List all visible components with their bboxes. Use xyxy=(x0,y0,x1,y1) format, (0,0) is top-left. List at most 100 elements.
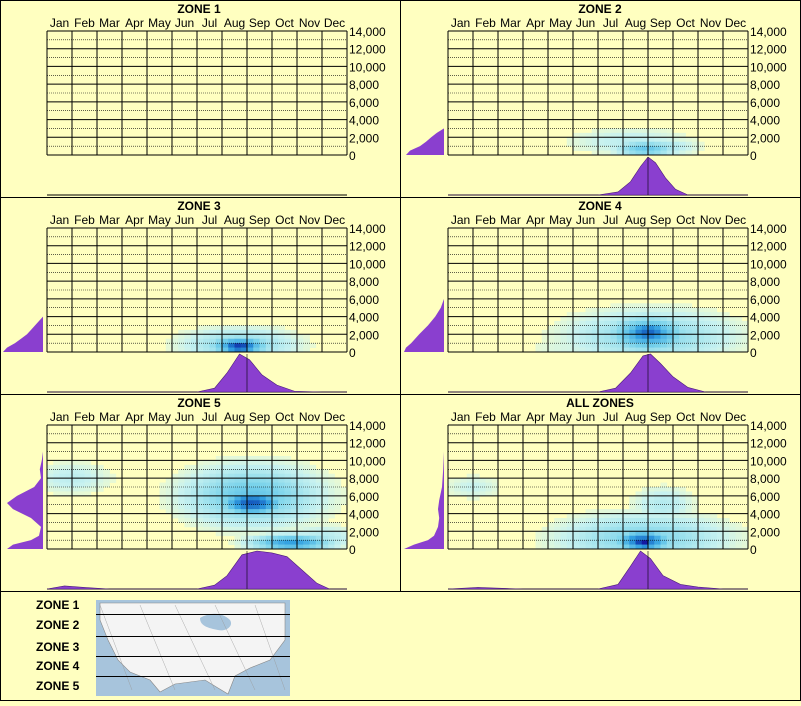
heatmap-cell xyxy=(660,334,668,340)
heatmap-cell xyxy=(591,509,599,514)
heatmap-cell xyxy=(240,495,248,501)
heatmap-cell xyxy=(735,338,743,344)
heatmap-cell xyxy=(328,478,335,483)
heatmap-cell xyxy=(253,531,260,537)
heatmap-cell xyxy=(704,535,711,541)
heatmap-cell xyxy=(47,473,54,479)
heatmap-cell xyxy=(209,487,217,492)
heatmap-cell xyxy=(641,329,649,335)
heatmap-cell xyxy=(253,325,260,331)
heatmap-cell xyxy=(535,544,543,549)
heatmap-cell xyxy=(340,500,347,506)
heatmap-cell xyxy=(215,491,223,497)
zone-map xyxy=(96,600,290,696)
heatmap-cell xyxy=(197,478,204,483)
heatmap-cell xyxy=(240,456,248,461)
heatmap-cell xyxy=(265,347,273,352)
heatmap-cell xyxy=(573,146,580,151)
heatmap-cell xyxy=(203,495,210,501)
heatmap-cell xyxy=(604,531,611,537)
heatmap-cell xyxy=(623,303,630,309)
heatmap-cell xyxy=(259,500,267,506)
heatmap-cell xyxy=(654,343,661,348)
heatmap-cell xyxy=(272,473,279,479)
heatmap-cell xyxy=(159,495,167,501)
panel-title: ZONE 3 xyxy=(177,199,221,213)
heatmap-cell xyxy=(548,535,555,541)
heatmap-cell xyxy=(265,482,273,488)
heatmap-cell xyxy=(209,347,217,352)
heatmap-cell xyxy=(240,347,248,352)
heatmap-cell xyxy=(303,509,310,514)
heatmap-cell xyxy=(610,316,618,322)
heatmap-cell xyxy=(691,522,699,528)
heatmap-cell xyxy=(228,343,235,348)
heatmap-cell xyxy=(585,522,593,528)
heatmap-cell xyxy=(623,312,630,317)
heatmap-cell xyxy=(253,334,260,340)
heatmap-cell xyxy=(604,334,611,340)
heatmap-cell xyxy=(178,478,185,483)
heatmap-cell xyxy=(723,540,730,545)
heatmap-cell xyxy=(479,478,486,483)
elevation-tick-label: 8,000 xyxy=(750,472,780,486)
heatmap-cell xyxy=(265,460,273,466)
heatmap-cell xyxy=(698,146,705,151)
heatmap-cell xyxy=(228,500,235,506)
heatmap-cell xyxy=(197,334,204,340)
heatmap-cell xyxy=(247,531,254,537)
heatmap-cell xyxy=(629,312,636,317)
heatmap-cell xyxy=(247,347,254,352)
heatmap-cell xyxy=(315,535,323,541)
heatmap-cell xyxy=(685,338,693,344)
heatmap-cell xyxy=(541,329,549,335)
heatmap-cell xyxy=(635,334,643,340)
heatmap-cell xyxy=(234,464,242,470)
heatmap-cell xyxy=(334,487,342,492)
heatmap-cell xyxy=(190,500,198,506)
month-tick-label: May xyxy=(148,410,171,424)
heatmap-cell xyxy=(278,544,285,549)
heatmap-cell xyxy=(190,343,198,348)
heatmap-cell xyxy=(635,338,643,344)
heatmap-cell xyxy=(641,325,649,331)
heatmap-cell xyxy=(190,329,198,335)
heatmap-cell xyxy=(272,334,279,340)
month-tick-label: Sep xyxy=(650,16,672,30)
heatmap-cell xyxy=(328,535,335,541)
heatmap-cell xyxy=(203,491,210,497)
heatmap-cell xyxy=(284,329,292,335)
elevation-tick-label: 14,000 xyxy=(750,25,787,39)
heatmap-cell xyxy=(184,500,192,506)
heatmap-cell xyxy=(234,495,242,501)
heatmap-cell xyxy=(290,491,298,497)
heatmap-cell xyxy=(648,526,655,532)
heatmap-cell xyxy=(616,325,624,331)
heatmap-cell xyxy=(685,535,693,541)
heatmap-cell xyxy=(660,491,668,497)
heatmap-cell xyxy=(334,526,342,532)
heatmap-cell xyxy=(629,338,636,344)
heatmap-cell xyxy=(654,128,661,134)
heatmap-cell xyxy=(222,456,229,461)
heatmap-cell xyxy=(65,460,73,466)
heatmap-cell xyxy=(660,504,668,510)
heatmap-cell xyxy=(315,509,323,514)
heatmap-cell xyxy=(203,478,210,483)
month-tick-label: Jun xyxy=(576,410,595,424)
heatmap-cell xyxy=(598,338,605,344)
heatmap-cell xyxy=(165,343,173,348)
heatmap-cell xyxy=(228,491,235,497)
heatmap-cell xyxy=(247,487,254,492)
heatmap-cell xyxy=(541,531,549,537)
heatmap-cell xyxy=(698,540,705,545)
heatmap-cell xyxy=(685,540,693,545)
map-border xyxy=(174,604,216,691)
heatmap-cell xyxy=(448,478,455,483)
heatmap-cell xyxy=(654,513,661,519)
elevation-tick-label: 4,000 xyxy=(349,311,379,325)
heatmap-cell xyxy=(253,347,260,352)
heatmap-cell xyxy=(723,526,730,532)
heatmap-cell xyxy=(479,482,486,488)
heatmap-cell xyxy=(247,504,254,510)
